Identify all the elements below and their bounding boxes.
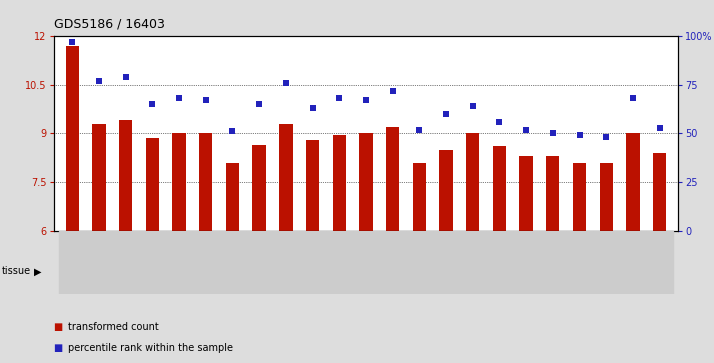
Bar [566, 231, 593, 294]
Bar [219, 231, 246, 294]
Bar [433, 231, 459, 294]
Bar [279, 124, 293, 231]
Bar [92, 124, 106, 231]
Point [654, 125, 665, 130]
Point [413, 127, 425, 132]
Point [600, 134, 612, 140]
Bar [166, 231, 192, 294]
Bar [413, 163, 426, 231]
Text: percentile rank within the sample: percentile rank within the sample [68, 343, 233, 354]
Bar [600, 163, 613, 231]
Point [627, 95, 638, 101]
Text: unruptured intracranial
aneurysm: unruptured intracranial aneurysm [311, 262, 421, 281]
Text: tissue: tissue [1, 266, 31, 276]
FancyBboxPatch shape [59, 252, 326, 290]
Bar [540, 231, 566, 294]
Point [387, 88, 398, 94]
Bar [459, 231, 486, 294]
Point [174, 95, 185, 101]
Bar [486, 231, 513, 294]
Text: GDS5186 / 16403: GDS5186 / 16403 [54, 18, 164, 31]
Point [467, 103, 478, 109]
Point [547, 131, 558, 136]
Bar [253, 145, 266, 231]
Bar [86, 231, 112, 294]
Bar [326, 231, 353, 294]
Bar [172, 134, 186, 231]
Bar [119, 121, 132, 231]
Text: ■: ■ [54, 322, 63, 332]
Point [333, 95, 345, 101]
Bar [273, 231, 299, 294]
FancyBboxPatch shape [326, 252, 406, 290]
Text: superficial temporal artery: superficial temporal artery [476, 267, 603, 276]
Bar [333, 135, 346, 231]
Bar [439, 150, 453, 231]
Point [120, 74, 131, 80]
Bar [379, 231, 406, 294]
Point [361, 98, 372, 103]
Bar [626, 134, 640, 231]
Point [200, 98, 211, 103]
Bar [299, 231, 326, 294]
Text: ■: ■ [54, 343, 63, 354]
Bar [359, 134, 373, 231]
Text: ruptured intracranial aneurysm: ruptured intracranial aneurysm [118, 267, 267, 276]
Point [574, 132, 585, 138]
Bar [112, 231, 139, 294]
Point [227, 129, 238, 134]
FancyBboxPatch shape [406, 252, 673, 290]
Bar [353, 231, 379, 294]
Bar [573, 163, 586, 231]
Point [280, 80, 291, 86]
Bar [192, 231, 219, 294]
Bar [620, 231, 646, 294]
Point [521, 127, 532, 132]
Point [307, 105, 318, 111]
Bar [493, 146, 506, 231]
Bar [246, 231, 273, 294]
Bar [306, 140, 319, 231]
Point [94, 78, 105, 84]
Bar [139, 231, 166, 294]
Bar [546, 156, 560, 231]
Bar [593, 231, 620, 294]
Bar [59, 231, 86, 294]
Text: transformed count: transformed count [68, 322, 159, 332]
Point [441, 111, 452, 117]
Bar [199, 134, 212, 231]
Bar [386, 127, 399, 231]
Bar [520, 156, 533, 231]
Bar [406, 231, 433, 294]
Point [146, 101, 158, 107]
Point [253, 101, 265, 107]
Text: ▶: ▶ [34, 266, 42, 276]
Bar [646, 231, 673, 294]
Point [493, 119, 505, 125]
Point [66, 39, 78, 45]
Bar [146, 138, 159, 231]
Bar [513, 231, 540, 294]
Bar [653, 153, 666, 231]
Bar [66, 46, 79, 231]
Bar [466, 134, 479, 231]
Bar [226, 163, 239, 231]
